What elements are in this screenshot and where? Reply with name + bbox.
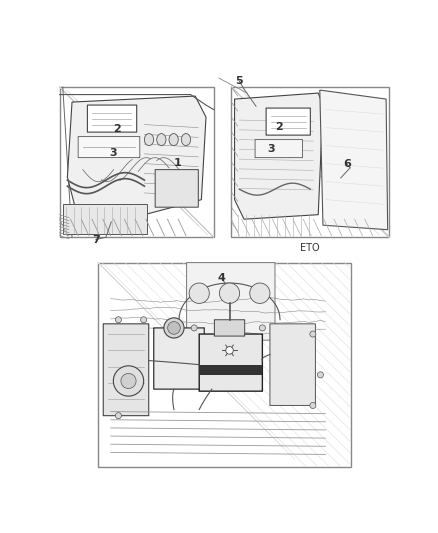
Circle shape	[121, 374, 136, 389]
Circle shape	[141, 317, 147, 323]
Ellipse shape	[189, 283, 209, 303]
Text: 4: 4	[217, 273, 225, 283]
FancyBboxPatch shape	[155, 169, 198, 207]
Polygon shape	[320, 90, 388, 230]
Text: 5: 5	[235, 76, 243, 86]
Circle shape	[115, 317, 121, 323]
Bar	[98, 263, 351, 467]
Ellipse shape	[181, 134, 191, 146]
Ellipse shape	[169, 134, 178, 146]
Text: 3: 3	[268, 144, 275, 154]
Circle shape	[164, 318, 184, 338]
Circle shape	[115, 413, 121, 419]
Text: 1: 1	[173, 158, 181, 167]
Bar	[199, 365, 262, 375]
Circle shape	[191, 325, 197, 331]
Text: 2: 2	[275, 122, 283, 132]
Bar	[63, 204, 148, 234]
Circle shape	[113, 366, 144, 396]
FancyBboxPatch shape	[154, 328, 204, 389]
Ellipse shape	[157, 134, 166, 146]
Circle shape	[318, 372, 324, 378]
FancyBboxPatch shape	[78, 136, 140, 158]
Text: 6: 6	[343, 159, 351, 169]
Circle shape	[226, 346, 233, 354]
Text: 3: 3	[110, 148, 117, 158]
Text: 7: 7	[92, 235, 100, 245]
FancyBboxPatch shape	[88, 105, 137, 132]
Circle shape	[259, 325, 265, 331]
Circle shape	[168, 321, 180, 334]
Ellipse shape	[250, 283, 270, 303]
Circle shape	[310, 402, 316, 408]
Polygon shape	[67, 96, 206, 215]
Circle shape	[310, 331, 316, 337]
Ellipse shape	[219, 283, 240, 303]
FancyBboxPatch shape	[187, 263, 275, 340]
FancyBboxPatch shape	[214, 320, 245, 336]
Text: 2: 2	[113, 124, 121, 134]
Text: ETO: ETO	[300, 244, 320, 253]
Polygon shape	[235, 93, 323, 219]
FancyBboxPatch shape	[266, 108, 311, 135]
FancyBboxPatch shape	[255, 140, 303, 158]
Ellipse shape	[145, 134, 154, 146]
FancyBboxPatch shape	[199, 334, 262, 391]
FancyBboxPatch shape	[270, 324, 315, 406]
Bar	[60, 87, 214, 237]
FancyBboxPatch shape	[103, 324, 149, 416]
Bar	[231, 87, 389, 237]
